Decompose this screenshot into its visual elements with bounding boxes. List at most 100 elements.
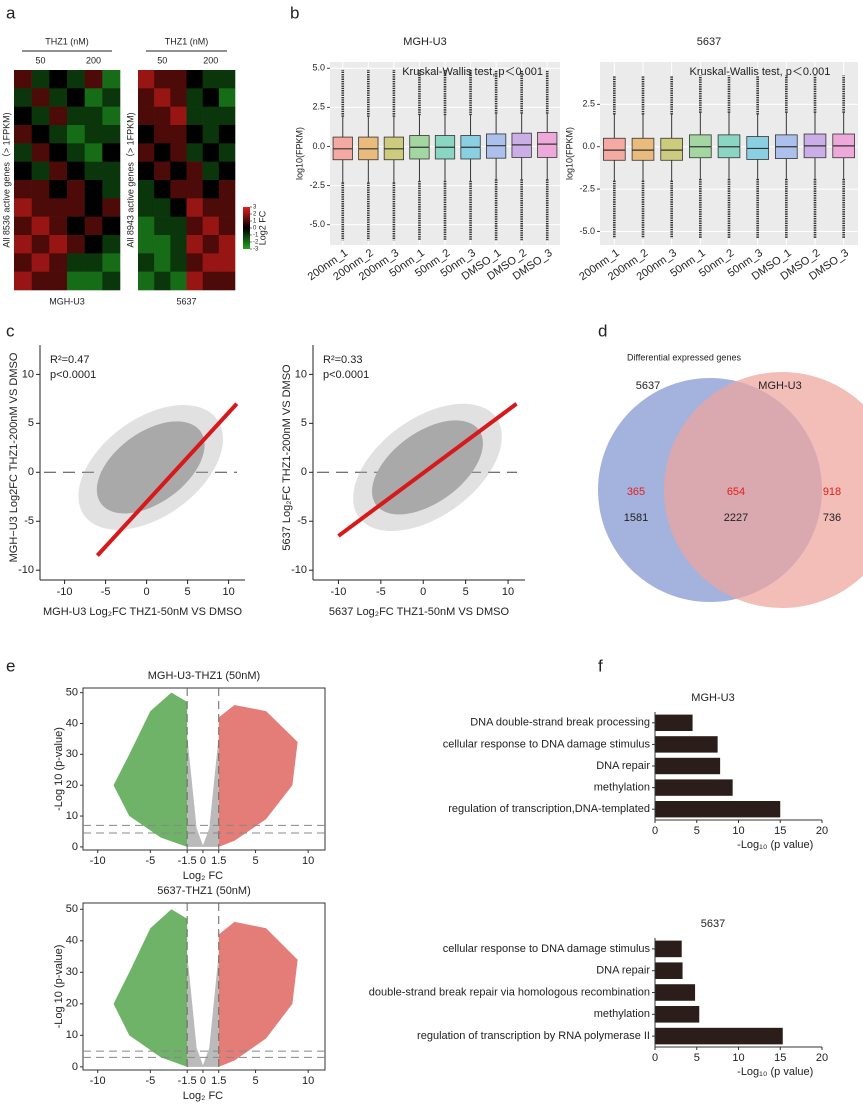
y-axis-label: log10(FPKM) [294, 127, 304, 180]
box [631, 137, 655, 161]
heatmap-cell [218, 253, 236, 272]
heatmap-cell [102, 125, 121, 144]
heatmap-cell [218, 216, 236, 236]
category-label: DNA repair [596, 760, 650, 772]
y-axis-label: 5637 Log₂FC THZ1-200nM VS DMSO [281, 364, 293, 551]
y-tick-label: -2.5 [579, 183, 595, 193]
plot-frame [82, 902, 326, 1071]
heatmap-cell [67, 106, 85, 126]
box [660, 137, 683, 161]
heatmap-cell [170, 271, 187, 291]
y-tick-label: 5 [28, 417, 34, 429]
heatmap-cell [170, 70, 187, 89]
heatmap-cell [31, 125, 50, 144]
heatmap-cell [186, 106, 203, 126]
x-tick-label: 0 [144, 586, 150, 598]
heatmap-cell [102, 198, 121, 217]
down-count: 736 [823, 512, 841, 524]
x-tick-label: -10 [90, 1075, 106, 1087]
heatmap-cell [84, 180, 103, 199]
heatmap-cell [31, 271, 50, 291]
heatmap-cell [218, 180, 236, 199]
x-tick-label: -1.5 [178, 855, 197, 867]
heatmap-cell [84, 198, 103, 217]
box [537, 131, 558, 158]
annotation: Kruskal-Wallis test, p＜0.001 [402, 66, 543, 78]
point-cloud [218, 921, 298, 1067]
heatmap-cell [102, 88, 121, 107]
x-tick-label: 0 [200, 855, 206, 867]
y-tick-label: 40 [66, 935, 78, 947]
heatmap-cell [154, 106, 171, 126]
heatmap-cell [84, 216, 103, 236]
heatmap-cell [138, 271, 155, 291]
heatmap-cell [14, 253, 32, 272]
heatmap-cell [170, 180, 187, 199]
category-label: regulation of transcription by RNA polym… [417, 1030, 650, 1042]
heatmap-cell [186, 70, 203, 89]
heatmap-cell [154, 161, 171, 181]
heatmap-cell [84, 161, 103, 181]
heatmap-cell [14, 180, 32, 199]
heatmap-cell [218, 235, 236, 254]
point-cloud [113, 692, 188, 847]
heatmap-cell [49, 88, 68, 107]
x-tick-label: 5 [694, 1052, 700, 1064]
x-tick-label: -10 [330, 586, 346, 598]
x-tick-label: 5 [252, 855, 258, 867]
panel-letter: a [6, 3, 16, 22]
heatmap-cell [102, 106, 121, 126]
heatmap-cell [67, 235, 85, 254]
heatmap-cell [49, 180, 68, 199]
heatmap-cell [170, 198, 187, 217]
heatmap-cell [186, 216, 203, 236]
heatmap-cell [154, 180, 171, 199]
heatmap-cell [154, 198, 171, 217]
colorbar-tick-label: 0 [253, 226, 257, 232]
bar [655, 800, 781, 818]
y-tick-label: -10 [18, 564, 34, 576]
point-cloud [113, 909, 188, 1067]
heatmap-cell [67, 143, 85, 162]
heatmap-cell [102, 143, 121, 162]
category-label: cellular response to DNA damage stimulus [443, 738, 651, 750]
heatmap-cell [31, 88, 50, 107]
heatmap-cell [170, 125, 187, 144]
heatmap-cell [84, 235, 103, 254]
heatmap-cell [102, 70, 121, 89]
y-tick-label: 10 [66, 1029, 78, 1041]
heatmap-cell [102, 235, 121, 254]
heatmap-cell [170, 143, 187, 162]
heatmap-cell [67, 125, 85, 144]
colorbar-tick-label: -2 [253, 240, 259, 246]
heatmap-cell [31, 253, 50, 272]
y-tick-label: -5.0 [579, 226, 595, 236]
heatmap-cell [138, 161, 155, 181]
x-tick-label: -5 [101, 586, 111, 598]
x-tick-label: 15 [774, 825, 786, 837]
point-cloud [218, 704, 298, 847]
fit-line [337, 402, 518, 538]
x-tick-label: -10 [57, 586, 73, 598]
heatmap-cell [154, 70, 171, 89]
heatmap-cell [31, 216, 50, 236]
heatmap-cell [84, 70, 103, 89]
heatmap-cell [154, 143, 171, 162]
x-axis-label: MGH-U3 [49, 296, 85, 306]
heatmap-cell [186, 88, 203, 107]
heatmap-cell [14, 125, 32, 144]
heatmap-cell [49, 198, 68, 217]
heatmap-cell [154, 235, 171, 254]
panel-letter: e [6, 656, 15, 675]
y-tick-label: 0 [301, 466, 307, 478]
box [603, 137, 626, 161]
x-tick-label: -5 [376, 586, 386, 598]
category-label: double-strand break repair via homologou… [369, 986, 650, 998]
x-tick-label: -10 [90, 855, 106, 867]
heatmap-cell [138, 198, 155, 217]
category-label: methylation [594, 782, 650, 794]
heatmap-cell [186, 161, 203, 181]
y-tick-label: 10 [66, 810, 78, 822]
group-title: THZ1 (nM) [45, 36, 89, 46]
category-label: cellular response to DNA damage stimulus [443, 943, 651, 955]
